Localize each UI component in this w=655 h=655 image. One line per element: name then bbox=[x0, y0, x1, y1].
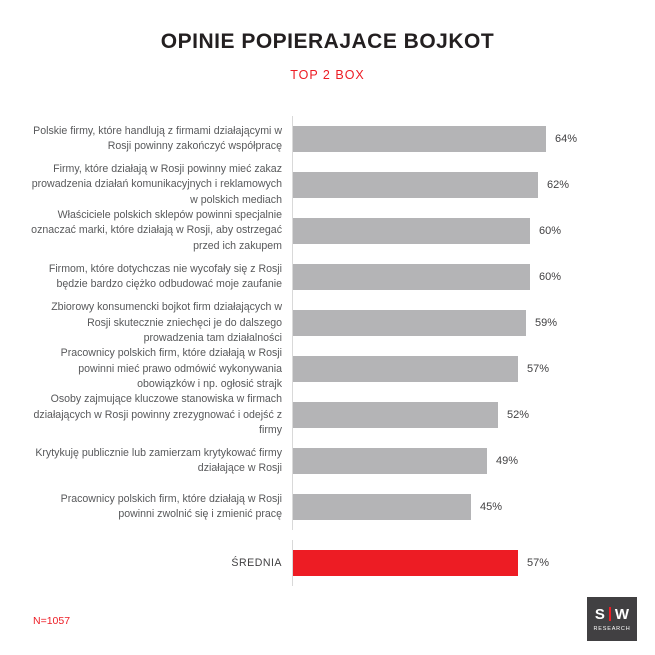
bar-value: 57% bbox=[527, 557, 550, 570]
bar-label: Firmy, które działają w Rosji powinny mi… bbox=[31, 163, 282, 206]
bar-cell: 62% bbox=[292, 162, 630, 209]
bar-label: ŚREDNIA bbox=[231, 556, 282, 569]
bar-value: 62% bbox=[547, 179, 570, 192]
bar-label: Polskie firmy, które handlują z firmami … bbox=[33, 124, 282, 152]
bar-cell: 59% bbox=[292, 300, 630, 347]
chart-row: Firmy, które działają w Rosji powinny mi… bbox=[30, 162, 630, 209]
bar-label: Właściciele polskich sklepów powinni spe… bbox=[31, 209, 282, 252]
value-bar bbox=[293, 494, 471, 521]
chart-row: Zbiorowy konsumencki bojkot firm działaj… bbox=[30, 300, 630, 347]
bar-cell: 45% bbox=[292, 484, 630, 531]
bar-value: 49% bbox=[496, 455, 519, 468]
bar-value: 45% bbox=[480, 501, 503, 514]
value-bar bbox=[293, 218, 530, 245]
bar-cell: 60% bbox=[292, 208, 630, 255]
average-bar bbox=[293, 550, 518, 577]
bar-cell: 64% bbox=[292, 116, 630, 162]
value-bar bbox=[293, 402, 498, 429]
bar-value: 60% bbox=[539, 225, 562, 238]
chart-subtitle: TOP 2 BOX bbox=[290, 68, 365, 82]
bar-value: 57% bbox=[527, 363, 550, 376]
bar-value: 64% bbox=[555, 133, 578, 145]
bar-label: Zbiorowy konsumencki bojkot firm działaj… bbox=[51, 301, 282, 344]
bar-label: Pracownicy polskich firm, które działają… bbox=[60, 493, 282, 521]
bar-label: Krytykuję publicznie lub zamierzam kryty… bbox=[35, 447, 282, 475]
value-bar bbox=[293, 172, 538, 199]
page-title: OPINIE POPIERAJACE BOJKOT bbox=[160, 30, 495, 53]
chart-row: Firmom, które dotychczas nie wycofały si… bbox=[30, 254, 630, 301]
chart-row: Krytykuję publicznie lub zamierzam kryty… bbox=[30, 438, 630, 485]
chart-row: Polskie firmy, które handlują z firmami … bbox=[30, 116, 630, 162]
bar-value: 52% bbox=[507, 409, 530, 422]
bar-cell: 60% bbox=[292, 254, 630, 301]
bar-cell: 52% bbox=[292, 392, 630, 439]
sw-research-logo: S W RESEARCH bbox=[587, 597, 637, 641]
logo-letter-w: W bbox=[614, 605, 630, 623]
value-bar bbox=[293, 310, 526, 337]
value-bar bbox=[293, 264, 530, 291]
sample-size-note: N=1057 bbox=[33, 615, 71, 627]
value-bar bbox=[293, 126, 546, 152]
chart-row: Pracownicy polskich firm, które działają… bbox=[30, 484, 630, 531]
logo-letter-s: S bbox=[594, 605, 605, 623]
value-bar bbox=[293, 448, 487, 475]
chart-row: Pracownicy polskich firm, które działają… bbox=[30, 346, 630, 393]
bar-chart: Polskie firmy, które handlują z firmami … bbox=[30, 116, 630, 587]
bar-label: Firmom, które dotychczas nie wycofały si… bbox=[48, 262, 282, 291]
bar-value: 59% bbox=[535, 317, 558, 330]
logo-caption: RESEARCH bbox=[593, 625, 631, 632]
value-bar bbox=[293, 356, 518, 383]
chart-row: Właściciele polskich sklepów powinni spe… bbox=[30, 208, 630, 255]
bar-label: Pracownicy polskich firm, które działają… bbox=[60, 347, 282, 390]
logo-letters: S W bbox=[595, 607, 629, 622]
logo-divider bbox=[608, 607, 611, 621]
bar-cell: 49% bbox=[292, 438, 630, 485]
bar-cell: 57% bbox=[292, 346, 630, 393]
chart-row: Osoby zajmujące kluczowe stanowiska w fi… bbox=[30, 392, 630, 439]
chart-row-average: ŚREDNIA 57% bbox=[30, 540, 630, 587]
bar-cell: 57% bbox=[292, 540, 630, 587]
chart-header: OPINIE POPIERAJACE BOJKOT TOP 2 BOX bbox=[0, 0, 655, 82]
bar-label: Osoby zajmujące kluczowe stanowiska w fi… bbox=[33, 393, 282, 437]
bar-value: 60% bbox=[539, 271, 562, 284]
